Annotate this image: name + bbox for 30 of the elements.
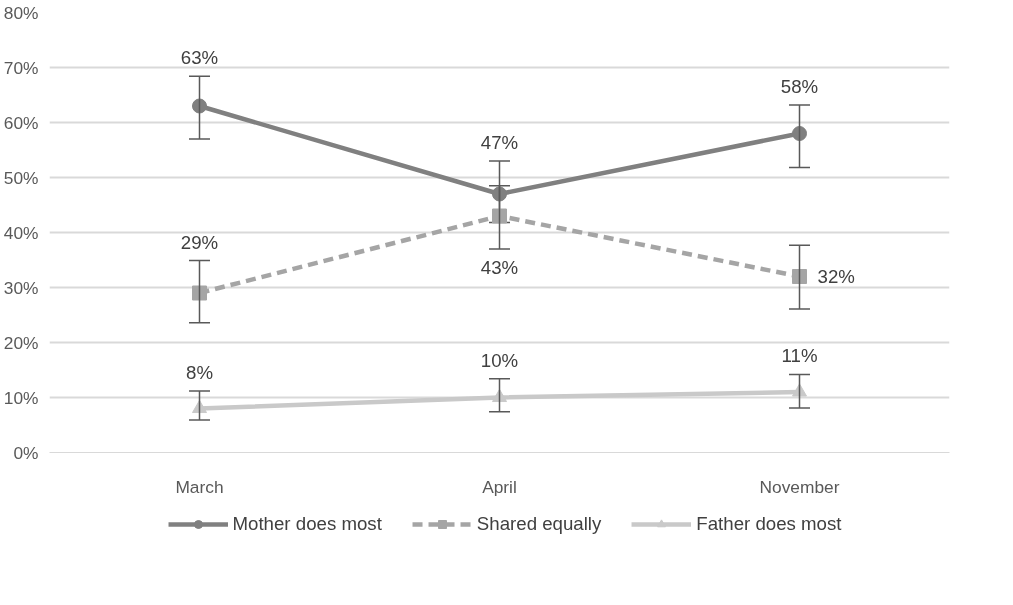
y-tick-label: 60% bbox=[3, 112, 39, 133]
point bbox=[192, 98, 207, 114]
y-tick-label: 80% bbox=[3, 2, 39, 23]
y-tick-label: 70% bbox=[3, 57, 39, 78]
data-label: 11% bbox=[781, 345, 818, 367]
x-tick-label: November bbox=[759, 476, 840, 497]
point bbox=[492, 208, 507, 224]
point bbox=[192, 285, 207, 301]
y-tick-label: 20% bbox=[3, 332, 39, 353]
data-label: 29% bbox=[180, 231, 219, 253]
x-tick-label: April bbox=[482, 476, 517, 497]
point bbox=[792, 126, 807, 141]
data-label: 63% bbox=[180, 47, 219, 69]
y-tick-label: 10% bbox=[3, 387, 39, 408]
x-tick-label: March bbox=[175, 476, 224, 497]
data-label: 58% bbox=[780, 75, 819, 97]
legend-label: Mother does most bbox=[232, 513, 382, 535]
y-tick-label: 40% bbox=[3, 222, 39, 243]
y-tick-label: 0% bbox=[13, 442, 39, 463]
data-label: 43% bbox=[480, 257, 519, 278]
data-label: 47% bbox=[480, 132, 519, 153]
point bbox=[792, 269, 807, 284]
legend-label: Father does most bbox=[696, 513, 842, 535]
data-label: 8% bbox=[186, 361, 213, 383]
data-label: 32% bbox=[817, 266, 855, 287]
y-tick-label: 30% bbox=[3, 277, 39, 298]
legend-label: Shared equally bbox=[476, 513, 602, 535]
y-tick-label: 50% bbox=[3, 167, 39, 188]
point bbox=[492, 186, 507, 202]
data-label: 10% bbox=[480, 349, 519, 371]
